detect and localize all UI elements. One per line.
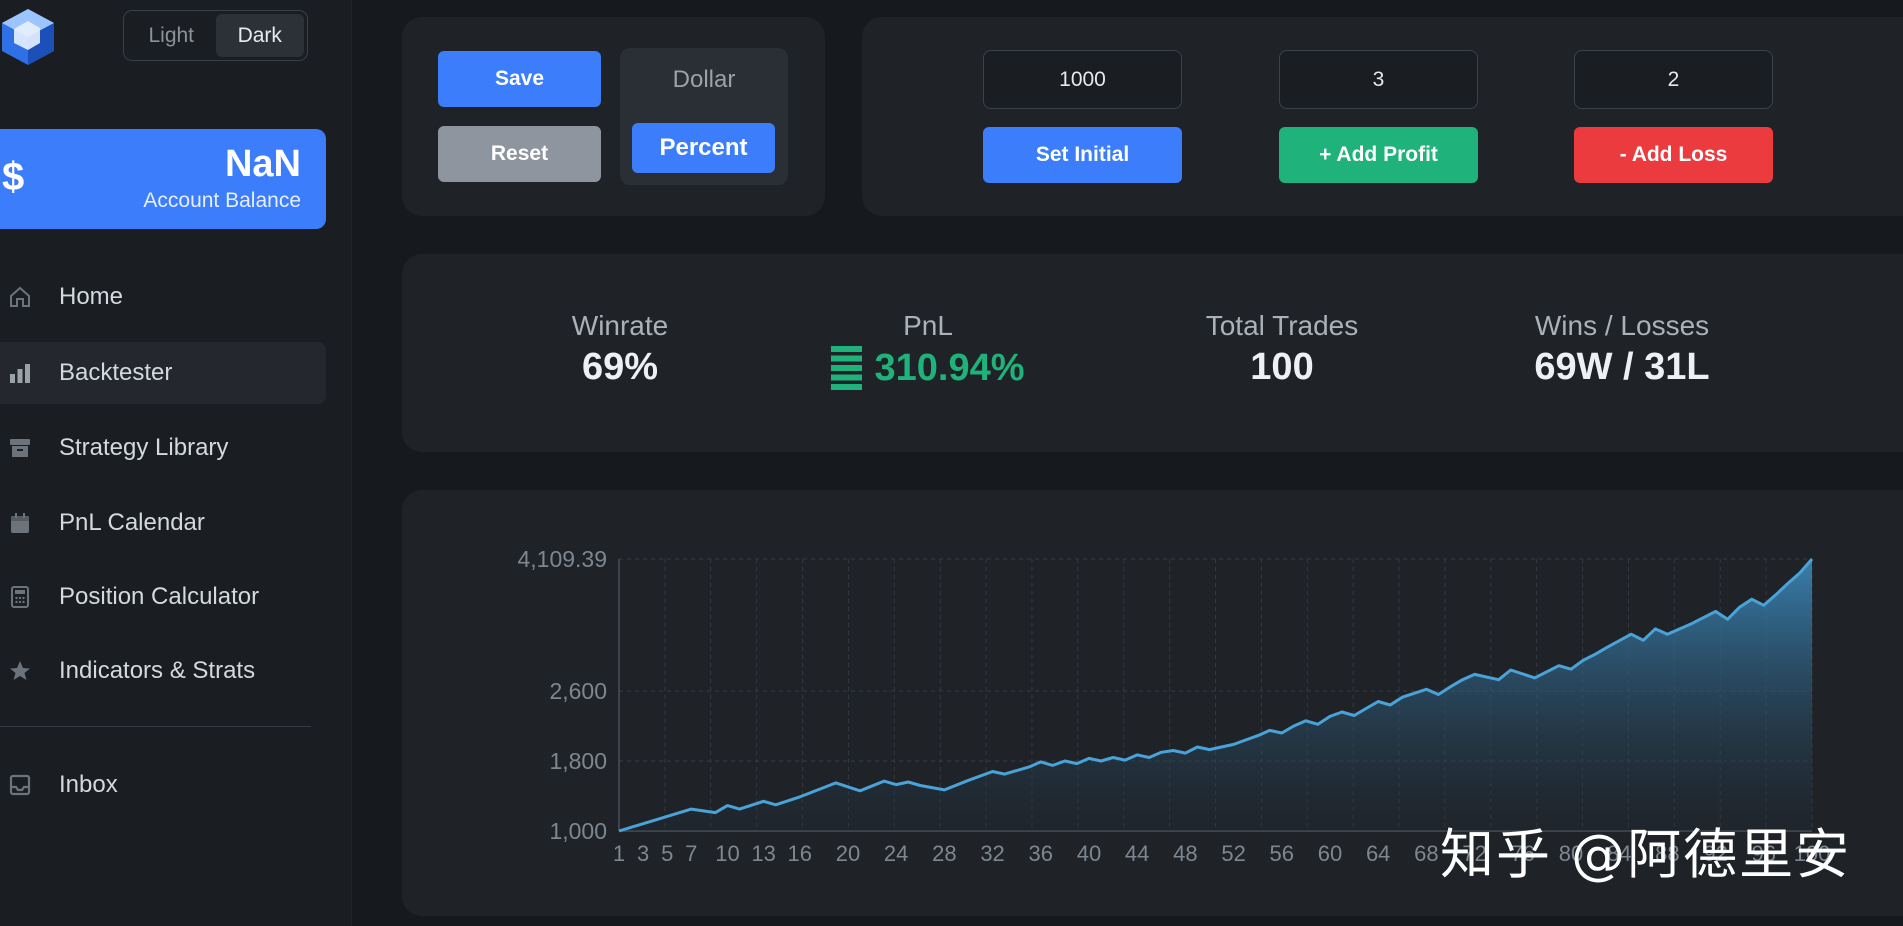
stats-panel: Winrate 69% PnL 310.94% Total Trades 100… [402,254,1903,452]
inbox-icon [4,769,36,801]
total-trades-stat: Total Trades 100 [1172,310,1392,389]
equity-line [618,558,1814,833]
reset-button[interactable]: Reset [438,126,601,182]
x-tick-label: 64 [1366,841,1390,866]
pnl-title: PnL [903,310,953,341]
theme-light-option[interactable]: Light [148,23,195,47]
calculator-icon [4,581,36,613]
dollar-icon: $ [2,155,25,199]
theme-toggle: Light Dark [123,10,308,61]
x-tick-label: 100 [1794,841,1831,866]
wins-losses-value: 69W / 31L [1534,346,1710,388]
x-tick-label: 5 [661,841,673,866]
y-tick-label: 2,600 [549,678,607,704]
pnl-value-row: 310.94% [798,346,1058,390]
bar-chart-icon [4,357,36,389]
sidebar-item-backtester[interactable]: Backtester [0,342,326,404]
x-tick-label: 48 [1173,841,1197,866]
initial-balance-input[interactable] [983,50,1182,109]
total-trades-value: 100 [1250,346,1314,388]
set-initial-button[interactable]: Set Initial [983,127,1182,183]
sidebar: Light Dark $ NaN Account Balance Home Ba… [0,0,352,926]
x-tick-label: 84 [1607,841,1631,866]
watermark-text: 知乎 @阿德里安 [1440,823,1852,886]
add-loss-button[interactable]: - Add Loss [1574,127,1773,183]
x-tick-label: 56 [1270,841,1294,866]
x-tick-label: 24 [884,841,908,866]
x-tick-label: 16 [788,841,812,866]
x-tick-label: 80 [1559,841,1583,866]
x-tick-label: 7 [685,841,697,866]
winrate-stat: Winrate 69% [520,310,720,389]
x-tick-label: 36 [1029,841,1053,866]
controls-panel: Save Reset Dollar Percent [402,17,825,216]
calendar-icon [4,507,36,539]
sidebar-item-label: Strategy Library [59,434,229,461]
sidebar-item-strategy-library[interactable]: Strategy Library [0,417,326,479]
sidebar-divider [0,726,311,727]
x-tick-label: 20 [836,841,860,866]
x-tick-label: 3 [637,841,649,866]
x-tick-label: 28 [932,841,956,866]
sidebar-item-label: Backtester [59,359,173,386]
sidebar-item-label: Position Calculator [59,583,260,610]
x-tick-label: 1 [613,841,625,866]
pnl-value: 310.94% [874,346,1025,389]
total-trades-title: Total Trades [1205,310,1359,341]
account-balance-value: NaN [224,143,301,185]
star-icon [4,655,36,687]
profit-amount-input[interactable] [1279,50,1478,109]
x-tick-label: 44 [1125,841,1149,866]
loss-amount-input[interactable] [1574,50,1773,109]
pnl-stat: PnL 310.94% [798,310,1058,390]
x-tick-label: 32 [980,841,1004,866]
unit-toggle: Dollar Percent [620,48,788,185]
home-icon [4,281,36,313]
sidebar-item-indicators-strats[interactable]: Indicators & Strats [0,640,326,702]
unit-dollar-option[interactable]: Dollar [672,66,736,93]
sidebar-item-label: Inbox [59,771,118,798]
x-tick-label: 10 [715,841,739,866]
account-balance-card: $ NaN Account Balance [0,129,326,229]
x-tick-label: 68 [1414,841,1438,866]
x-tick-label: 76 [1511,841,1535,866]
x-tick-label: 52 [1221,841,1245,866]
x-tick-label: 72 [1462,841,1486,866]
sidebar-item-position-calculator[interactable]: Position Calculator [0,566,326,628]
equity-chart-panel: 4,109.39 2,600 1,800 1,000 1 3 5 7 10 13 16 20 24 28 3… [402,490,1903,916]
x-tick-label: 60 [1318,841,1342,866]
wins-losses-stat: Wins / Losses 69W / 31L [1512,310,1732,389]
add-profit-button[interactable]: + Add Profit [1279,127,1478,183]
winrate-value: 69% [581,346,659,388]
winrate-title: Winrate [571,310,669,341]
y-tick-label: 1,000 [549,818,607,844]
unit-percent-option[interactable]: Percent [632,123,775,173]
x-tick-label: 96 [1752,841,1776,866]
sidebar-item-pnl-calendar[interactable]: PnL Calendar [0,492,326,554]
y-tick-label: 4,109.39 [517,546,607,572]
sidebar-item-label: PnL Calendar [59,509,205,536]
trade-input-panel: Set Initial + Add Profit - Add Loss [862,17,1903,216]
x-tick-label: 92 [1703,841,1727,866]
sidebar-item-label: Home [59,283,124,310]
wins-losses-title: Wins / Losses [1534,310,1710,341]
x-tick-label: 40 [1077,841,1101,866]
equity-area [619,559,1812,831]
archive-icon [4,432,36,464]
x-tick-label: 88 [1655,841,1679,866]
sidebar-item-home[interactable]: Home [0,266,326,328]
save-button[interactable]: Save [438,51,601,107]
pnl-bars-icon [831,346,863,390]
app-logo[interactable] [0,5,56,69]
sidebar-item-inbox[interactable]: Inbox [0,754,326,816]
y-tick-label: 1,800 [549,748,607,774]
sidebar-item-label: Indicators & Strats [59,657,256,684]
account-balance-label: Account Balance [143,189,301,212]
theme-dark-option[interactable]: Dark [215,14,304,57]
x-tick-label: 13 [751,841,775,866]
